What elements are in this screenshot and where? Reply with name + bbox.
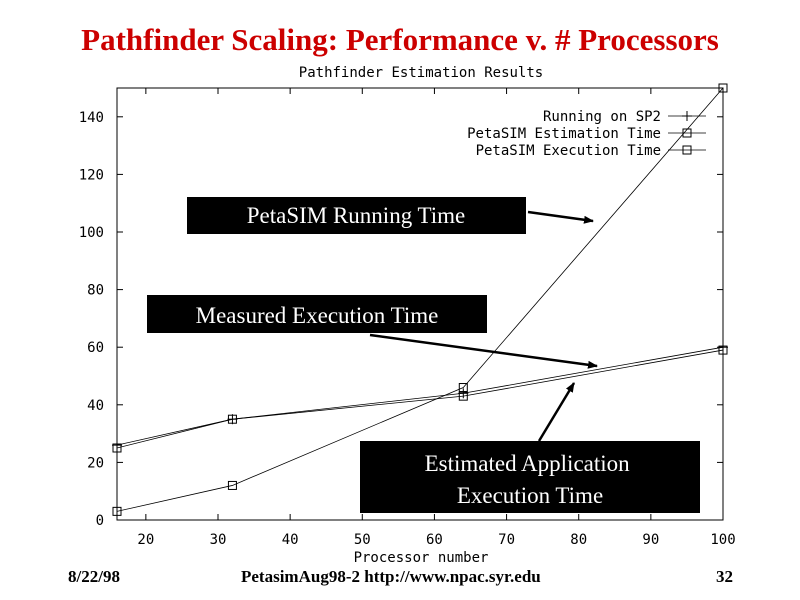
- y-tick-label: 0: [96, 513, 104, 529]
- y-tick-label: 120: [79, 167, 104, 183]
- y-tick-label: 20: [87, 455, 104, 471]
- data-point: [718, 342, 728, 353]
- series-line: [116, 87, 724, 512]
- legend-label: PetaSIM Estimation Time: [467, 126, 661, 142]
- x-tick-label: 30: [210, 532, 227, 548]
- chart-title: Pathfinder Estimation Results: [299, 65, 543, 81]
- data-point: [682, 145, 692, 155]
- data-point: [682, 111, 692, 121]
- annotation-arrow: [527, 210, 594, 224]
- legend-label: PetaSIM Execution Time: [476, 143, 661, 159]
- annotation-arrow: [369, 333, 598, 369]
- data-point: [112, 506, 122, 516]
- x-tick-label: 40: [282, 532, 299, 548]
- data-point: [458, 388, 469, 399]
- data-point: [227, 480, 237, 490]
- x-tick-label: 90: [642, 532, 659, 548]
- data-point: [112, 440, 122, 451]
- y-tick-label: 100: [79, 225, 104, 241]
- y-tick-label: 40: [87, 398, 104, 414]
- y-tick-label: 140: [79, 110, 104, 126]
- data-point: [227, 414, 237, 424]
- annotation-box: [187, 197, 526, 234]
- annotation-label: Estimated Application Execution Time: [425, 451, 636, 508]
- x-axis-label: Processor number: [354, 550, 489, 566]
- annotation-box: [360, 441, 700, 513]
- series-line: [116, 346, 724, 446]
- page-number: 32: [716, 567, 733, 586]
- series-2: [112, 83, 728, 516]
- data-point: [458, 391, 468, 401]
- annotation-measured-execution-time: Measured Execution Time: [147, 295, 598, 369]
- annotation-estimated-application-execution-time: Estimated Application Execution Time: [360, 382, 700, 513]
- annotation-arrow: [537, 382, 576, 442]
- x-tick-label: 50: [354, 532, 371, 548]
- footer-date: 8/22/98: [68, 567, 120, 586]
- x-tick-label: 70: [498, 532, 515, 548]
- y-tick-label: 80: [87, 283, 104, 299]
- annotation-petasim-running-time: PetaSIM Running Time: [187, 197, 594, 234]
- series-line: [116, 349, 724, 449]
- y-tick-label: 60: [87, 340, 104, 356]
- annotation-box: [147, 295, 487, 333]
- annotation-label: PetaSIM Running Time: [247, 203, 466, 228]
- footer-url: PetasimAug98-2 http://www.npac.syr.edu: [241, 567, 541, 586]
- data-point: [718, 345, 728, 355]
- legend-label: Running on SP2: [543, 109, 661, 125]
- data-point: [682, 128, 692, 138]
- x-tick-label: 80: [570, 532, 587, 548]
- data-point: [458, 383, 468, 393]
- data-point: [112, 443, 122, 453]
- series-3: [112, 345, 728, 453]
- x-tick-label: 60: [426, 532, 443, 548]
- annotation-label: Measured Execution Time: [196, 303, 439, 328]
- slide-title: Pathfinder Scaling: Performance v. # Pro…: [81, 22, 719, 57]
- x-tick-label: 20: [137, 532, 154, 548]
- plot-frame: [116, 87, 724, 521]
- data-point: [718, 83, 728, 93]
- series-1: [112, 342, 728, 451]
- x-tick-label: 100: [710, 532, 735, 548]
